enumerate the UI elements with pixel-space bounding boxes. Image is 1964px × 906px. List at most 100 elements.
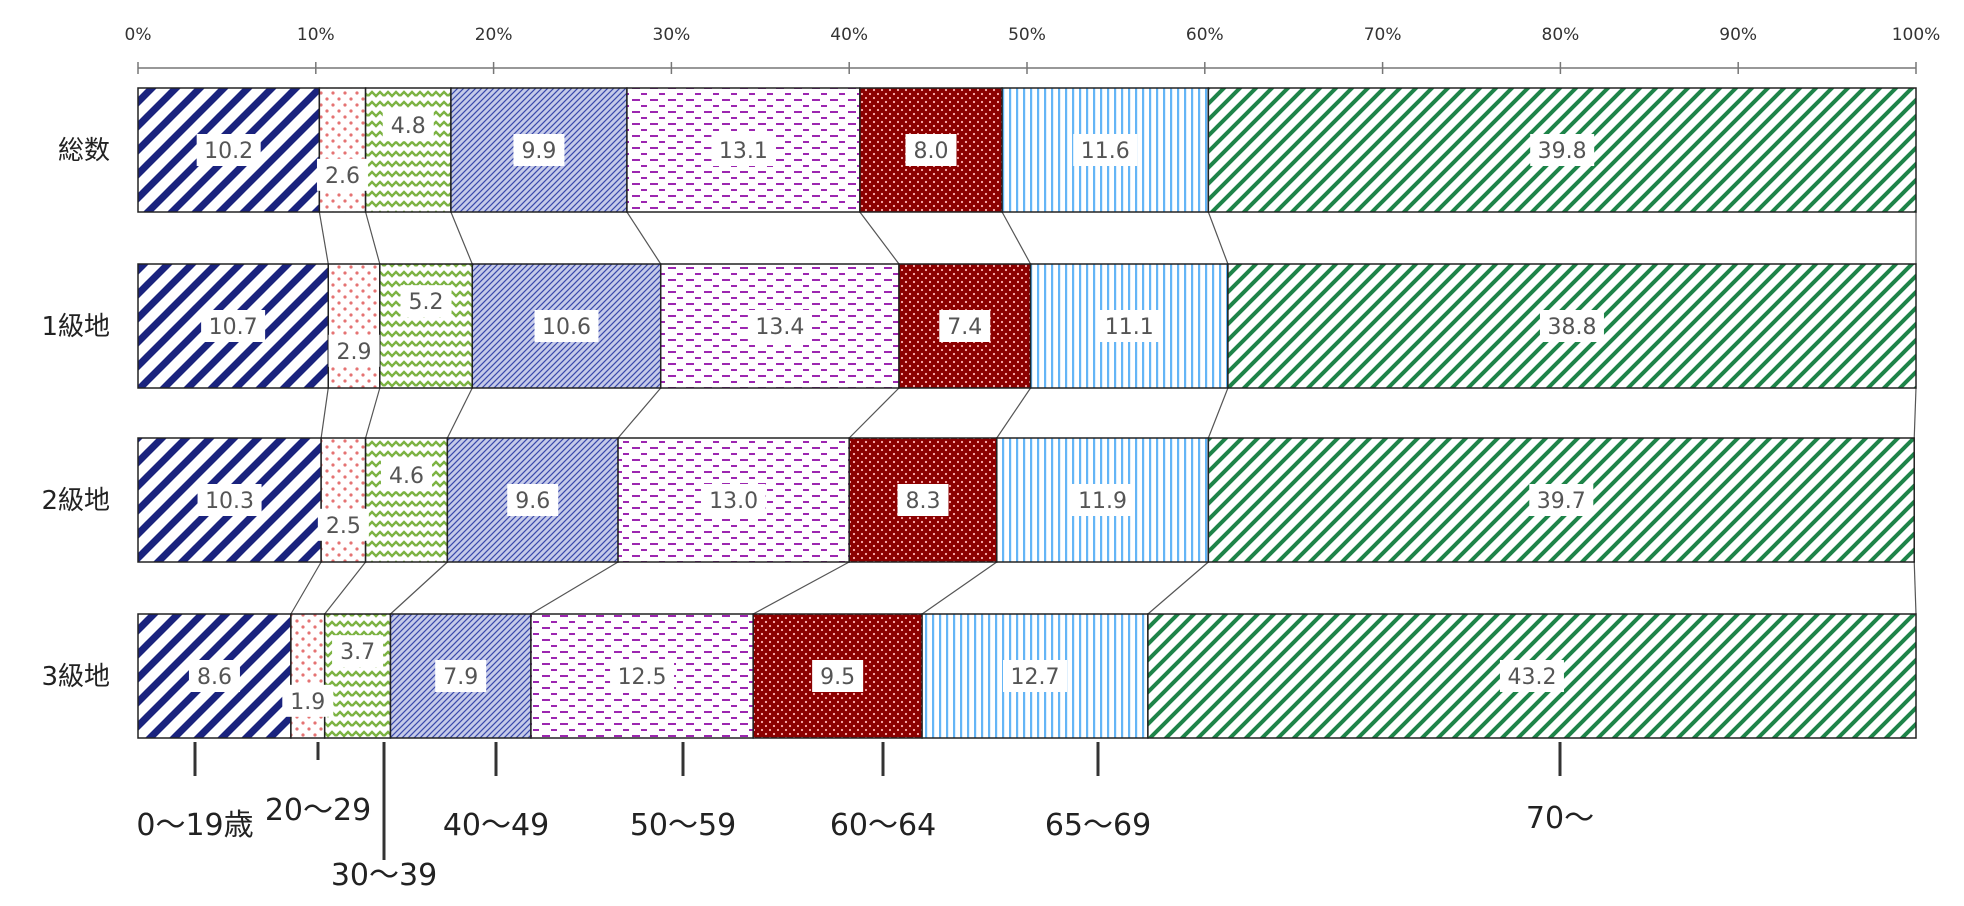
value-label: 12.5 — [618, 665, 667, 690]
legend-label: 20～29 — [265, 793, 371, 828]
value-label-box — [400, 285, 452, 318]
value-label: 13.0 — [709, 489, 758, 514]
value-label-box — [711, 134, 776, 166]
bar-segment — [364, 87, 452, 213]
value-label: 9.9 — [521, 139, 556, 164]
value-label: 3.7 — [340, 640, 375, 665]
value-label-box — [435, 660, 487, 692]
connector-line — [921, 561, 998, 615]
connector-line — [318, 211, 329, 265]
connector-line — [1913, 561, 1917, 615]
value-label: 1.9 — [290, 690, 325, 715]
value-label: 39.8 — [1538, 139, 1587, 164]
connector-line — [324, 561, 367, 615]
connector-line — [390, 561, 448, 615]
connector-line — [530, 561, 619, 615]
connector-line — [1147, 561, 1209, 615]
value-label: 12.7 — [1011, 665, 1060, 690]
connector-line — [446, 387, 473, 439]
connector-line — [626, 211, 662, 265]
connector-line — [320, 387, 329, 439]
value-label: 2.9 — [337, 340, 372, 365]
row-label: 総数 — [58, 136, 110, 166]
connector-line — [848, 387, 900, 439]
value-label: 4.8 — [391, 114, 426, 139]
legend-label: 40～49 — [443, 808, 549, 843]
value-label: 43.2 — [1507, 665, 1556, 690]
row-label: 1級地 — [41, 312, 110, 342]
x-tick-label: 20% — [475, 25, 513, 45]
value-label-box — [1529, 484, 1594, 516]
value-label-box — [1003, 660, 1068, 692]
connector-line — [450, 211, 473, 265]
value-label-box — [534, 310, 599, 342]
value-label: 2.6 — [325, 164, 360, 189]
bar-segment — [364, 437, 449, 563]
x-tick-label: 50% — [1008, 25, 1046, 45]
value-label-box — [188, 660, 240, 692]
x-tick-label: 30% — [653, 25, 691, 45]
x-tick-label: 90% — [1719, 25, 1757, 45]
value-label-box — [701, 484, 766, 516]
value-label-box — [1499, 660, 1564, 692]
value-label: 13.4 — [755, 315, 804, 340]
value-label: 9.5 — [820, 665, 855, 690]
bar-segment — [323, 613, 392, 739]
connector-line — [290, 561, 322, 615]
value-label: 10.3 — [205, 489, 254, 514]
connector-line — [1913, 387, 1917, 439]
connector-line — [365, 387, 381, 439]
row-label: 3級地 — [41, 662, 110, 692]
value-label: 8.3 — [905, 489, 940, 514]
value-label-box — [812, 660, 864, 692]
connector-line — [1207, 211, 1229, 265]
x-tick-label: 0% — [125, 25, 152, 45]
value-label: 10.2 — [204, 139, 253, 164]
legend-label: 70～ — [1526, 801, 1594, 836]
value-label: 9.6 — [515, 489, 550, 514]
value-label: 7.4 — [947, 315, 982, 340]
bar-segment — [379, 263, 474, 389]
value-label-box — [610, 660, 675, 692]
value-label: 11.6 — [1081, 139, 1130, 164]
bar-segment — [318, 87, 367, 213]
x-tick-label: 100% — [1892, 25, 1941, 45]
value-label: 2.5 — [326, 514, 361, 539]
connector-line — [752, 561, 850, 615]
value-label: 38.8 — [1547, 315, 1596, 340]
connector-line — [1001, 211, 1032, 265]
x-tick-label: 40% — [830, 25, 868, 45]
legend-label: 30～39 — [331, 858, 437, 893]
legend-label: 60～64 — [830, 808, 936, 843]
bar-segment — [320, 437, 367, 563]
value-label-box — [1097, 310, 1162, 342]
bar-segment — [290, 613, 326, 739]
x-tick-label: 60% — [1186, 25, 1224, 45]
value-label: 39.7 — [1537, 489, 1586, 514]
value-label-box — [1070, 484, 1135, 516]
value-label-box — [382, 109, 434, 142]
row-label: 2級地 — [41, 486, 110, 516]
value-label-box — [380, 459, 432, 492]
value-label-box — [1539, 310, 1604, 342]
value-label: 5.2 — [409, 290, 444, 315]
value-label-box — [1073, 134, 1138, 166]
legend-label: 0～19歳 — [136, 808, 253, 843]
value-label-box — [513, 134, 565, 166]
value-labels: 10.2 2.6 4.8 9.9 13.1 8.0 11.6 39.8 10.7 2.9 5.2 10… — [188, 109, 1604, 717]
value-label: 13.1 — [719, 139, 768, 164]
value-label-box — [332, 635, 384, 668]
connector-line — [1207, 387, 1229, 439]
value-label: 11.1 — [1105, 315, 1154, 340]
value-label-box — [939, 310, 991, 342]
bar-segment — [327, 263, 381, 389]
value-label-box — [196, 134, 261, 166]
value-label-box — [282, 684, 334, 717]
value-label: 4.6 — [389, 464, 424, 489]
value-label-box — [1530, 134, 1595, 166]
value-label-box — [747, 310, 812, 342]
legend-label: 65～69 — [1045, 808, 1151, 843]
bars — [137, 87, 1917, 739]
